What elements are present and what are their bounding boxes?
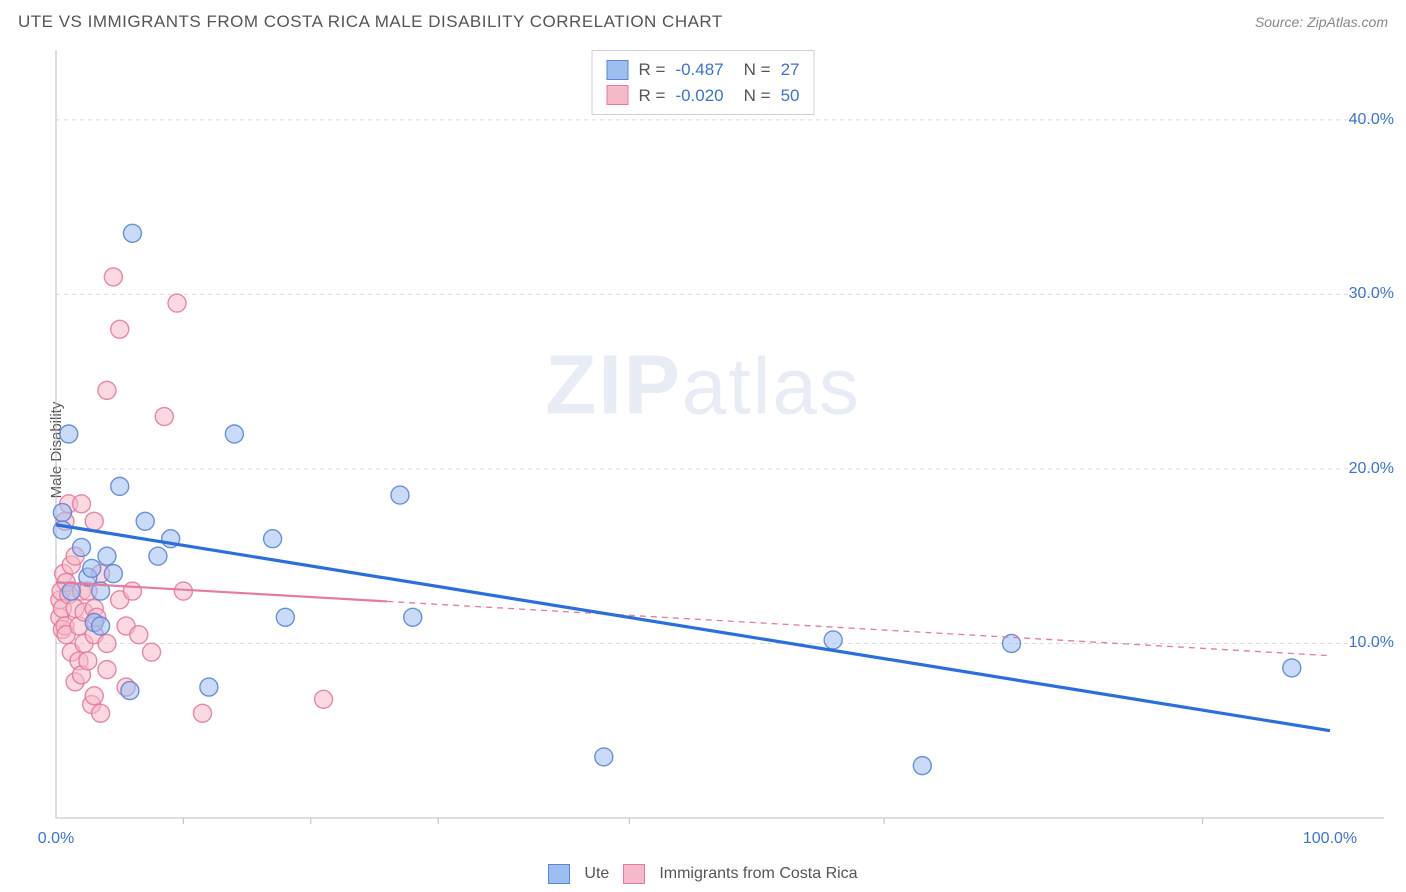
chart-header: UTE VS IMMIGRANTS FROM COSTA RICA MALE D… [0,0,1406,44]
legend-label: Ute [584,865,609,883]
n-label: N = [744,83,771,109]
point-costarica [104,268,122,286]
point-ute [264,530,282,548]
point-costarica [168,294,186,312]
point-ute [62,582,80,600]
point-ute [149,547,167,565]
point-ute [391,486,409,504]
point-costarica [111,320,129,338]
point-ute [913,757,931,775]
legend-label: Immigrants from Costa Rica [659,865,857,883]
plot-wrap: Male Disability ZIPatlas R =-0.487N =27R… [0,44,1406,856]
n-value: 27 [781,57,800,83]
legend-swatch [607,85,629,105]
stats-legend-row: R = -0.020 N = 50 [607,83,800,109]
point-ute [1283,659,1301,677]
source-link[interactable]: ZipAtlas.com [1307,14,1388,30]
legend-swatch [623,864,645,884]
point-ute [98,547,116,565]
legend-swatch [607,60,629,80]
point-ute [225,425,243,443]
trend-costarica-dashed [387,601,1330,655]
y-tick-label: 30.0% [1349,285,1394,303]
chart-title: UTE VS IMMIGRANTS FROM COSTA RICA MALE D… [18,12,723,32]
series-legend: Ute Immigrants from Costa Rica [0,856,1406,892]
n-value: 50 [781,83,800,109]
point-costarica [92,704,110,722]
point-ute [123,224,141,242]
point-ute [60,425,78,443]
point-costarica [72,495,90,513]
point-costarica [143,643,161,661]
point-costarica [123,582,141,600]
point-costarica [130,626,148,644]
n-label: N = [744,57,771,83]
point-costarica [79,652,97,670]
r-label: R = [639,57,666,83]
point-ute [111,477,129,495]
point-costarica [315,690,333,708]
point-ute [200,678,218,696]
r-value: -0.487 [675,57,723,83]
legend-swatch [548,864,570,884]
y-tick-label: 20.0% [1349,460,1394,478]
point-ute [121,682,139,700]
source-prefix: Source: [1255,14,1307,30]
x-tick-label: 0.0% [38,830,74,848]
scatter-plot [50,44,1390,824]
point-costarica [85,687,103,705]
point-costarica [85,512,103,530]
point-ute [83,559,101,577]
x-tick-label: 100.0% [1303,830,1357,848]
point-ute [136,512,154,530]
point-costarica [98,634,116,652]
point-costarica [98,661,116,679]
r-label: R = [639,83,666,109]
point-ute [92,617,110,635]
point-costarica [194,704,212,722]
y-tick-label: 10.0% [1349,634,1394,652]
chart-source: Source: ZipAtlas.com [1255,14,1388,30]
point-ute [276,608,294,626]
point-ute [104,565,122,583]
point-costarica [155,408,173,426]
point-ute [404,608,422,626]
point-ute [72,538,90,556]
r-value: -0.020 [675,83,723,109]
y-tick-label: 40.0% [1349,111,1394,129]
point-ute [824,631,842,649]
point-ute [595,748,613,766]
point-ute [53,504,71,522]
stats-legend-row: R = -0.487 N = 27 [607,57,800,83]
trend-ute-solid [56,525,1330,731]
stats-legend: R = -0.487 N = 27 R = -0.020 N = 50 [592,50,815,115]
point-ute [53,521,71,539]
point-costarica [98,381,116,399]
